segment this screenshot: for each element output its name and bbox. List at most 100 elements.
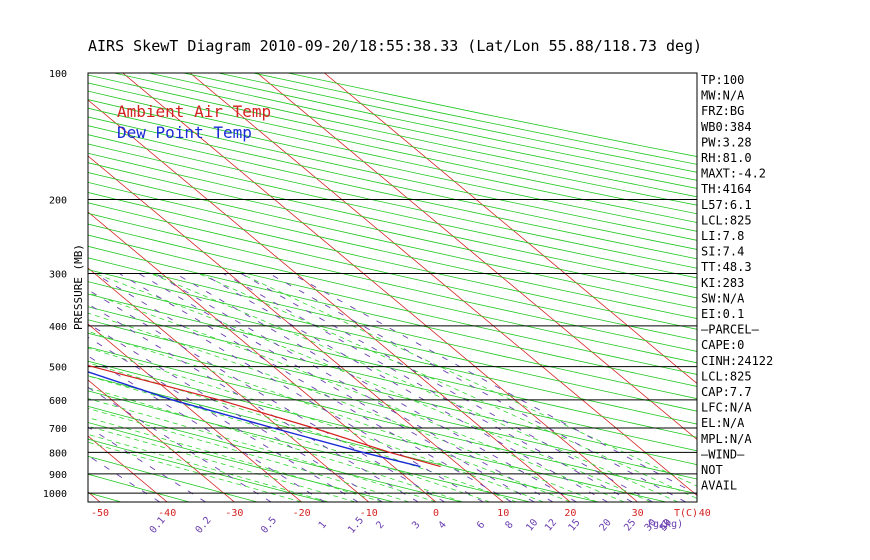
pressure-tick-label: 900 bbox=[49, 470, 67, 481]
isotherm-line bbox=[0, 73, 33, 502]
grid-lines bbox=[0, 73, 697, 502]
index-entry: CAPE:0 bbox=[701, 338, 744, 352]
index-entry: SW:N/A bbox=[701, 291, 745, 305]
pressure-tick-label: 400 bbox=[49, 322, 67, 333]
dry-adiabat-line bbox=[0, 73, 53, 502]
index-entry: —PARCEL— bbox=[701, 323, 760, 337]
index-entry: L57:6.1 bbox=[701, 198, 752, 212]
index-entry: MAXT:-4.2 bbox=[701, 167, 766, 181]
index-entry: KI:283 bbox=[701, 276, 744, 290]
bottom-temp-tick-label: 30 bbox=[632, 508, 644, 519]
mixing-ratio-line bbox=[154, 273, 554, 502]
dry-adiabat-line bbox=[88, 269, 697, 412]
mixing-ratio-tick-label: 3 bbox=[410, 520, 422, 532]
isotherm-line bbox=[88, 211, 437, 502]
pressure-tick-label: 1000 bbox=[43, 489, 67, 500]
dry-adiabat-line bbox=[88, 134, 697, 269]
pressure-axis: 100 200 300 400 500 600 700 800 900 1000 bbox=[43, 69, 67, 500]
legend-ambient-air-temp: Ambient Air Temp bbox=[117, 102, 271, 121]
dry-adiabat-line bbox=[88, 223, 697, 364]
dry-adiabat-line bbox=[88, 390, 530, 502]
dry-adiabat-line bbox=[88, 143, 697, 279]
mixing-ratio-line bbox=[88, 303, 419, 502]
bottom-temp-tick-label: 40 bbox=[699, 508, 711, 519]
index-entry: SI:7.4 bbox=[701, 245, 744, 259]
index-entry: MW:N/A bbox=[701, 89, 745, 103]
index-entry: CINH:24122 bbox=[701, 354, 773, 368]
mixing-ratio-line bbox=[88, 355, 326, 502]
dry-adiabat-line bbox=[88, 116, 697, 250]
moist-adiabat-line bbox=[88, 417, 383, 502]
index-entry: EL:N/A bbox=[701, 416, 745, 430]
index-entry: TP:100 bbox=[701, 73, 744, 87]
mixing-ratio-line bbox=[118, 273, 512, 502]
index-entry: FRZ:BG bbox=[701, 104, 744, 118]
moist-adiabat-line bbox=[198, 273, 697, 499]
index-entry: TT:48.3 bbox=[701, 260, 752, 274]
mixing-ratio-tick-label: 12 bbox=[543, 517, 559, 533]
dry-adiabat-line bbox=[88, 212, 697, 352]
dry-adiabat-line bbox=[88, 125, 697, 260]
mixing-ratio-tick-label: 8 bbox=[504, 520, 516, 532]
bottom-temp-tick-label: 20 bbox=[564, 508, 576, 519]
chart-title: AIRS SkewT Diagram 2010-09-20/18:55:38.3… bbox=[88, 37, 702, 55]
dry-adiabat-line bbox=[88, 181, 697, 320]
mixing-ratio-tick-label: 6 bbox=[475, 520, 487, 532]
index-entry: WB0:384 bbox=[701, 120, 752, 134]
isotherm-line bbox=[88, 491, 101, 502]
legend-dew-point-temp: Dew Point Temp bbox=[117, 123, 252, 142]
mixing-ratio-tick-label: 25 bbox=[622, 517, 638, 533]
index-entry: LCL:825 bbox=[701, 213, 752, 227]
mixing-ratio-line bbox=[268, 273, 687, 502]
bottom-temp-tick-label: -30 bbox=[225, 508, 243, 519]
dry-adiabat-line bbox=[88, 162, 697, 299]
moist-adiabat-line bbox=[88, 398, 437, 502]
moist-adiabat-line bbox=[88, 425, 356, 502]
pressure-tick-label: 800 bbox=[49, 448, 67, 459]
mixing-ratio-tick-label: 10 bbox=[524, 517, 540, 533]
pressure-tick-label: 500 bbox=[49, 363, 67, 374]
x-axis-label: T(C) bbox=[674, 508, 698, 519]
dry-adiabat-line bbox=[183, 73, 697, 181]
bottom-temp-tick-label: -50 bbox=[91, 508, 109, 519]
mixing-ratio-tick-label: 15 bbox=[566, 517, 582, 533]
moist-adiabat-line bbox=[240, 273, 697, 487]
mixing-ratio-line bbox=[88, 323, 383, 502]
moist-adiabat-line bbox=[88, 292, 625, 502]
plot-frame bbox=[87, 72, 698, 503]
index-entry: RH:81.0 bbox=[701, 151, 752, 165]
moist-adiabat-line bbox=[88, 347, 544, 502]
mixing-ratio-line bbox=[290, 273, 697, 495]
moist-adiabat-line bbox=[88, 387, 464, 502]
dry-adiabat-line bbox=[88, 422, 394, 502]
index-entry: LI:7.8 bbox=[701, 229, 744, 243]
pressure-tick-label: 600 bbox=[49, 396, 67, 407]
bottom-temp-tick-label: -20 bbox=[293, 508, 311, 519]
index-entry: CAP:7.7 bbox=[701, 385, 752, 399]
bottom-temp-tick-label: -10 bbox=[360, 508, 378, 519]
bottom-temp-tick-label: 10 bbox=[497, 508, 509, 519]
isotherm-line bbox=[88, 379, 235, 502]
dry-adiabat-line bbox=[287, 73, 697, 157]
mixing-ratio-tick-label: 1 bbox=[317, 520, 329, 532]
isotherm-line bbox=[256, 73, 697, 441]
moist-adiabat-line bbox=[88, 331, 571, 502]
dry-adiabat-line bbox=[88, 455, 258, 502]
y-axis-label: PRESSURE (MB) bbox=[72, 244, 85, 330]
moist-adiabat-line bbox=[88, 441, 302, 502]
index-entry: TH:4164 bbox=[701, 182, 752, 196]
isotherm-line bbox=[88, 323, 302, 502]
isobars bbox=[88, 198, 697, 494]
index-entry: LCL:825 bbox=[701, 369, 752, 383]
dry-adiabat-line bbox=[88, 172, 697, 309]
dry-adiabat-line bbox=[88, 360, 667, 502]
index-entry: MPL:N/A bbox=[701, 432, 752, 446]
pressure-tick-label: 700 bbox=[49, 424, 67, 435]
isotherm-line bbox=[324, 73, 697, 385]
mixing-ratio-line bbox=[88, 336, 359, 502]
dry-adiabat-line bbox=[88, 438, 326, 502]
index-entry: —WIND— bbox=[701, 447, 745, 461]
mixing-ratio-line bbox=[240, 273, 654, 502]
dry-adiabat-line bbox=[88, 306, 697, 452]
dry-adiabat-line bbox=[218, 73, 697, 173]
